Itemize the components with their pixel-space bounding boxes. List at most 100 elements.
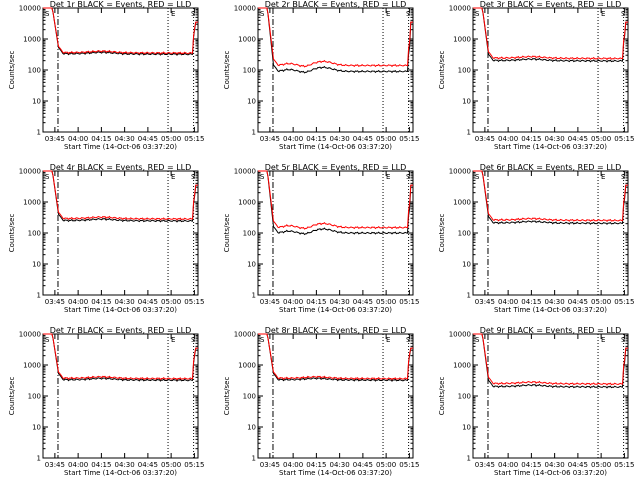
x-tick-label: 04:15 bbox=[521, 461, 541, 469]
event-marker-s: S bbox=[260, 10, 265, 18]
x-tick-label: 05:00 bbox=[376, 461, 396, 469]
event-marker-s: S bbox=[475, 10, 480, 18]
lld-series-line bbox=[258, 333, 413, 381]
plot-frame bbox=[472, 7, 629, 133]
x-tick-label: 04:00 bbox=[68, 135, 88, 143]
event-marker-s: S bbox=[45, 173, 50, 181]
x-tick-label: 04:00 bbox=[68, 298, 88, 306]
event-marker-s: S bbox=[406, 336, 411, 344]
y-tick-label: 1 bbox=[37, 455, 41, 463]
y-tick-label: 1000 bbox=[453, 362, 471, 370]
y-axis-label: Counts/sec bbox=[438, 51, 446, 90]
event-marker-s: S bbox=[621, 173, 626, 181]
events-series-line bbox=[473, 7, 628, 63]
y-tick-label: 1 bbox=[467, 292, 471, 300]
lld-series-line bbox=[258, 170, 413, 230]
event-marker-e: E bbox=[171, 173, 175, 181]
y-tick-label: 1 bbox=[37, 129, 41, 137]
chart-title: Det 1r BLACK = Events, RED = LLD bbox=[50, 0, 192, 9]
x-tick-label: 05:15 bbox=[614, 461, 634, 469]
y-tick-label: 100 bbox=[243, 230, 256, 238]
x-tick-label: 04:00 bbox=[498, 298, 518, 306]
event-marker-s: S bbox=[621, 336, 626, 344]
x-axis-label: Start Time (14-Oct-06 03:37:20) bbox=[279, 306, 392, 314]
y-tick-label: 1 bbox=[252, 129, 256, 137]
events-series-line bbox=[43, 170, 198, 223]
x-tick-label: 05:15 bbox=[614, 298, 634, 306]
event-marker-s: S bbox=[406, 10, 411, 18]
x-tick-label: 04:00 bbox=[283, 135, 303, 143]
y-tick-label: 1 bbox=[252, 292, 256, 300]
lld-series-line bbox=[473, 7, 628, 61]
x-tick-label: 04:00 bbox=[283, 298, 303, 306]
x-axis-label: Start Time (14-Oct-06 03:37:20) bbox=[64, 469, 177, 477]
x-tick-label: 03:45 bbox=[475, 298, 495, 306]
y-tick-label: 10 bbox=[32, 261, 41, 269]
plot-frame bbox=[472, 170, 629, 296]
y-tick-label: 10 bbox=[462, 424, 471, 432]
x-tick-label: 05:00 bbox=[376, 135, 396, 143]
y-tick-label: 100 bbox=[243, 67, 256, 75]
x-tick-label: 03:45 bbox=[45, 298, 65, 306]
x-tick-label: 05:15 bbox=[399, 298, 419, 306]
y-axis-label: Counts/sec bbox=[223, 51, 231, 90]
chart-title: Det 2r BLACK = Events, RED = LLD bbox=[265, 0, 407, 9]
y-tick-label: 1 bbox=[467, 129, 471, 137]
events-series-line bbox=[473, 170, 628, 225]
event-marker-s: S bbox=[621, 10, 626, 18]
event-marker-s: S bbox=[475, 336, 480, 344]
x-tick-label: 04:45 bbox=[568, 135, 588, 143]
det-chart-6: Det 6r BLACK = Events, RED = LLD 1 10 100 10… bbox=[438, 163, 634, 314]
y-tick-label: 10000 bbox=[19, 331, 41, 339]
det-chart-3: Det 3r BLACK = Events, RED = LLD 1 10 100 10… bbox=[438, 0, 634, 151]
plot-frame bbox=[257, 333, 414, 459]
y-tick-label: 10 bbox=[247, 98, 256, 106]
plot-frame bbox=[42, 170, 199, 296]
event-marker-s: S bbox=[406, 173, 411, 181]
x-tick-label: 04:45 bbox=[568, 461, 588, 469]
plot-frame bbox=[42, 333, 199, 459]
lld-series-line bbox=[43, 333, 198, 381]
y-tick-label: 10000 bbox=[19, 168, 41, 176]
y-tick-label: 10000 bbox=[19, 5, 41, 13]
x-tick-label: 03:45 bbox=[260, 298, 280, 306]
y-tick-label: 1000 bbox=[453, 36, 471, 44]
x-tick-label: 05:00 bbox=[591, 298, 611, 306]
x-axis-label: Start Time (14-Oct-06 03:37:20) bbox=[494, 306, 607, 314]
chart-title: Det 5r BLACK = Events, RED = LLD bbox=[265, 163, 407, 172]
det-chart-7: Det 7r BLACK = Events, RED = LLD 1 10 100 10… bbox=[8, 326, 204, 477]
event-marker-s: S bbox=[475, 173, 480, 181]
y-axis-label: Counts/sec bbox=[8, 51, 16, 90]
chart-title: Det 7r BLACK = Events, RED = LLD bbox=[50, 326, 192, 335]
x-tick-label: 04:15 bbox=[521, 298, 541, 306]
x-tick-label: 05:00 bbox=[591, 461, 611, 469]
x-tick-label: 04:30 bbox=[330, 298, 350, 306]
y-tick-label: 1000 bbox=[23, 199, 41, 207]
x-tick-label: 03:45 bbox=[45, 135, 65, 143]
x-tick-label: 04:30 bbox=[115, 298, 135, 306]
x-tick-label: 04:30 bbox=[330, 135, 350, 143]
x-tick-label: 04:00 bbox=[283, 461, 303, 469]
y-tick-label: 10 bbox=[32, 424, 41, 432]
y-tick-label: 10000 bbox=[234, 5, 256, 13]
y-tick-label: 1 bbox=[252, 455, 256, 463]
y-tick-label: 10 bbox=[462, 98, 471, 106]
y-tick-label: 10000 bbox=[234, 168, 256, 176]
event-marker-e: E bbox=[386, 336, 390, 344]
x-tick-label: 04:15 bbox=[306, 461, 326, 469]
y-tick-label: 100 bbox=[28, 393, 41, 401]
event-marker-s: S bbox=[45, 10, 50, 18]
det-chart-1: Det 1r BLACK = Events, RED = LLD 1 10 100 10… bbox=[8, 0, 204, 151]
event-marker-e: E bbox=[386, 10, 390, 18]
events-series-line bbox=[258, 7, 413, 74]
chart-title: Det 4r BLACK = Events, RED = LLD bbox=[50, 163, 192, 172]
x-tick-label: 04:45 bbox=[138, 461, 158, 469]
y-tick-label: 100 bbox=[243, 393, 256, 401]
y-tick-label: 1000 bbox=[453, 199, 471, 207]
x-axis-label: Start Time (14-Oct-06 03:37:20) bbox=[64, 143, 177, 151]
x-tick-label: 03:45 bbox=[45, 461, 65, 469]
plot-frame bbox=[472, 333, 629, 459]
y-axis-label: Counts/sec bbox=[223, 214, 231, 253]
det-chart-5: Det 5r BLACK = Events, RED = LLD 1 10 100 10… bbox=[223, 163, 419, 314]
